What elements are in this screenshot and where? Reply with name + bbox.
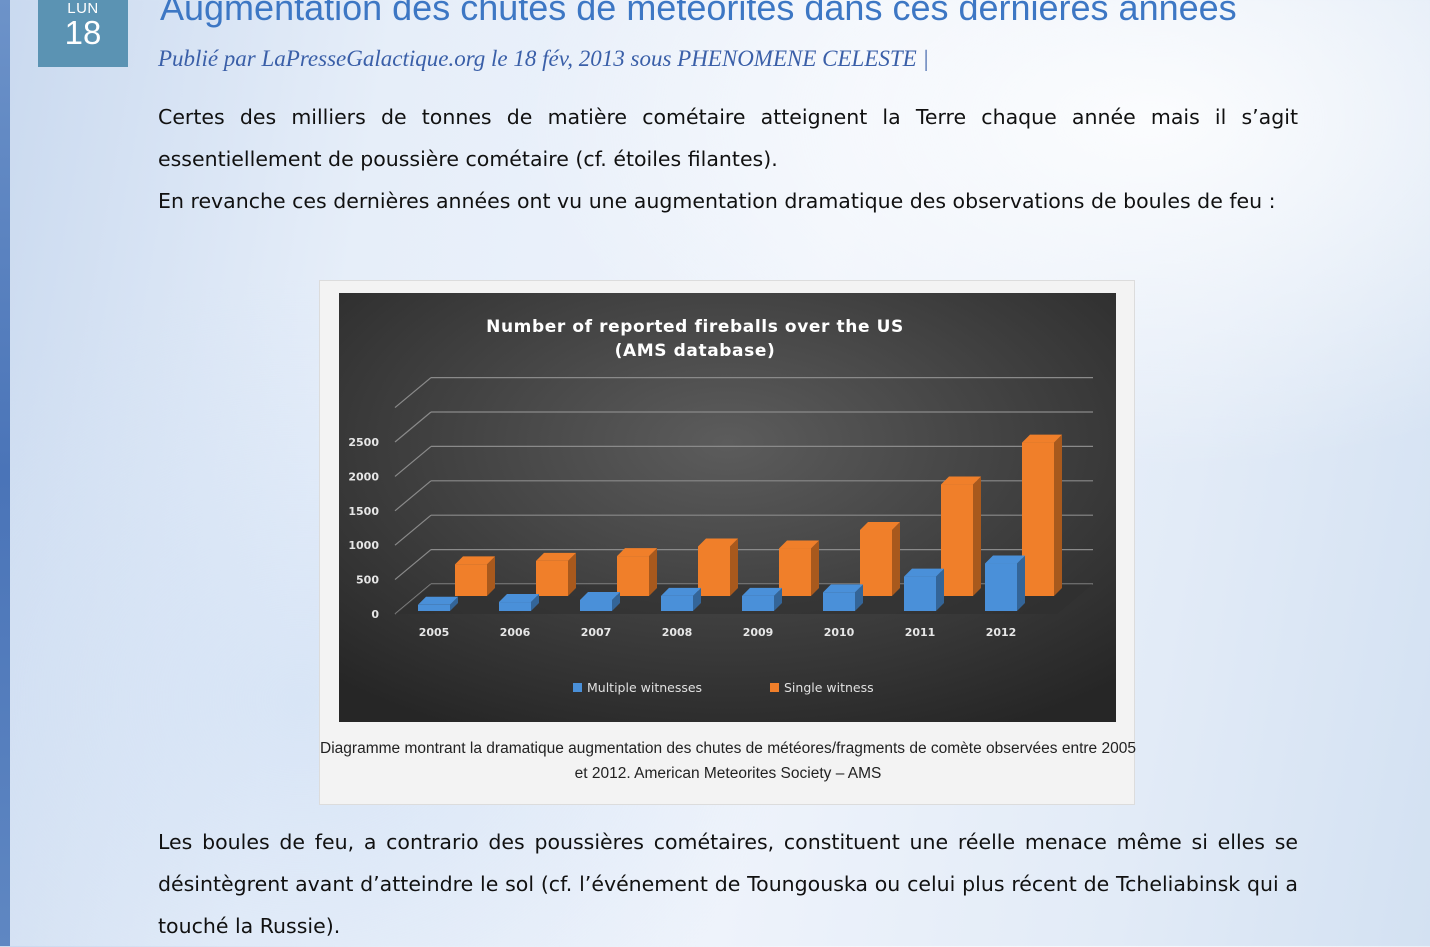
chart-legend-swatch bbox=[573, 683, 582, 692]
chart-xtick-label: 2009 bbox=[743, 626, 774, 639]
page-edge bbox=[0, 0, 10, 946]
chart-bar-multiple-side bbox=[774, 587, 782, 611]
chart-xtick-label: 2007 bbox=[581, 626, 612, 639]
chart-bar-multiple-side bbox=[855, 584, 863, 611]
chart-bar-single bbox=[1022, 442, 1054, 596]
chart-bar-multiple-top bbox=[823, 584, 863, 593]
chart-bar-single-top bbox=[941, 476, 981, 485]
chart-bar-single-top bbox=[455, 556, 495, 565]
chart-bar-single-side bbox=[649, 548, 657, 596]
chart-gridline-side bbox=[394, 377, 432, 409]
chart-bar-single bbox=[455, 564, 487, 596]
chart-ytick-label: 0 bbox=[371, 608, 379, 621]
chart-xtick-label: 2011 bbox=[905, 626, 936, 639]
chart-ytick-label: 500 bbox=[356, 574, 379, 587]
chart-bar-single-top bbox=[779, 540, 819, 549]
chart-bar-single-side bbox=[730, 538, 738, 596]
chart-bar-multiple bbox=[985, 563, 1017, 611]
chart-bar-single-top bbox=[1022, 434, 1062, 443]
chart-ytick-label: 1500 bbox=[348, 505, 379, 518]
chart-bar-multiple-side bbox=[450, 596, 458, 611]
chart-bar-multiple bbox=[904, 576, 936, 611]
chart-xtick-label: 2005 bbox=[419, 626, 450, 639]
post-title[interactable]: Augmentation des chutes de météorites da… bbox=[160, 0, 1237, 28]
chart-bar-multiple-side bbox=[1017, 555, 1025, 611]
chart-bar-multiple bbox=[742, 595, 774, 611]
date-badge: LUN 18 bbox=[38, 0, 128, 67]
chart-bar-single-side bbox=[1054, 434, 1062, 596]
chart-ytick-label: 1000 bbox=[348, 539, 379, 552]
chart-ytick-label: 2000 bbox=[348, 470, 379, 483]
post-meta: Publié par LaPresseGalactique.org le 18 … bbox=[158, 46, 929, 71]
chart-gridline-side bbox=[394, 480, 432, 512]
figure: Number of reported fireballs over the US… bbox=[319, 280, 1136, 805]
chart-bar-single bbox=[698, 546, 730, 596]
chart-bar-single-side bbox=[487, 556, 495, 596]
paragraph-2: En revanche ces dernières années ont vu … bbox=[158, 189, 1276, 213]
chart-legend-label: Multiple witnesses bbox=[587, 680, 702, 695]
chart-bar-single bbox=[941, 484, 973, 596]
chart-xtick-label: 2010 bbox=[824, 626, 855, 639]
chart-title-line: (AMS database) bbox=[615, 341, 776, 361]
date-weekday: LUN bbox=[67, 0, 99, 17]
figure-caption: Diagramme montrant la dramatique augment… bbox=[320, 740, 1136, 782]
chart-bar-multiple-side bbox=[612, 591, 620, 611]
chart-gridline-side bbox=[394, 514, 432, 546]
chart-gridline-side bbox=[394, 411, 432, 443]
chart-bar-multiple bbox=[823, 592, 855, 611]
chart-xtick-label: 2012 bbox=[986, 626, 1017, 639]
chart: Number of reported fireballs over the US… bbox=[339, 293, 1116, 722]
chart-bar-single-top bbox=[860, 521, 900, 530]
chart-bar-multiple-side bbox=[693, 587, 701, 611]
chart-legend-swatch bbox=[770, 683, 779, 692]
chart-bar-single bbox=[617, 556, 649, 596]
chart-ytick-label: 2500 bbox=[348, 436, 379, 449]
chart-bar-multiple-top bbox=[742, 587, 782, 596]
chart-xtick-label: 2006 bbox=[500, 626, 531, 639]
chart-bar-single bbox=[779, 548, 811, 596]
chart-gridline-side bbox=[394, 445, 432, 477]
chart-bar-multiple-top bbox=[904, 568, 944, 577]
chart-bar-multiple bbox=[418, 604, 450, 611]
chart-bar-single bbox=[536, 560, 568, 596]
chart-title-line: Number of reported fireballs over the US bbox=[486, 317, 904, 337]
chart-bar-single-side bbox=[892, 521, 900, 596]
chart-bar-multiple-top bbox=[580, 591, 620, 600]
chart-gridline-side bbox=[394, 549, 432, 581]
chart-bar-single-side bbox=[811, 540, 819, 596]
paragraph-1: Certes des milliers de tonnes de matière… bbox=[158, 105, 1298, 171]
chart-bar-multiple bbox=[580, 599, 612, 611]
chart-background bbox=[339, 293, 1116, 722]
chart-bar-multiple-top bbox=[661, 587, 701, 596]
chart-bar-single bbox=[860, 529, 892, 596]
chart-bar-single-top bbox=[536, 552, 576, 561]
chart-bar-multiple-top bbox=[418, 596, 458, 605]
chart-bar-multiple bbox=[661, 595, 693, 611]
chart-bar-single-side bbox=[568, 552, 576, 596]
chart-bar-single-side bbox=[973, 476, 981, 596]
chart-legend-label: Single witness bbox=[784, 680, 874, 695]
chart-bar-multiple-top bbox=[985, 555, 1025, 564]
chart-svg: Number of reported fireballs over the US… bbox=[339, 293, 1116, 722]
chart-bar-multiple-top bbox=[499, 594, 539, 603]
chart-xtick-label: 2008 bbox=[662, 626, 693, 639]
chart-bar-multiple-side bbox=[531, 594, 539, 611]
chart-bar-single-top bbox=[698, 538, 738, 547]
date-day: 18 bbox=[64, 14, 102, 51]
chart-bar-single-top bbox=[617, 548, 657, 557]
chart-bar-multiple-side bbox=[936, 568, 944, 611]
chart-bar-multiple bbox=[499, 602, 531, 611]
paragraph-3: Les boules de feu, a contrario des pouss… bbox=[158, 830, 1298, 938]
